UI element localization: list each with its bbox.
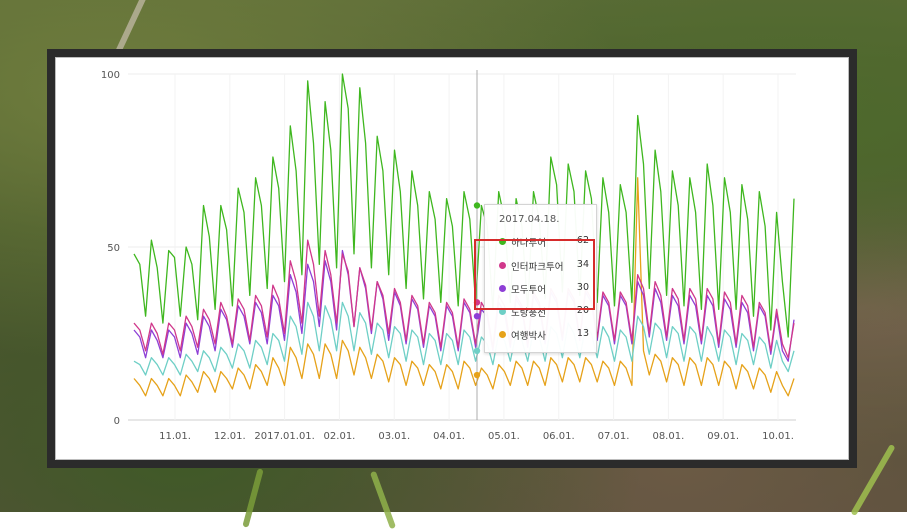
x-tick-label: 07.01.: [598, 431, 630, 442]
series-lines: [133, 73, 795, 397]
series-name: 노랑풍선: [511, 308, 546, 319]
x-tick-label: 05.01.: [488, 431, 520, 442]
tooltip-row: 여행박사 13: [499, 328, 589, 342]
y-axis: 0 50 100: [101, 70, 120, 427]
y-tick-label: 0: [114, 416, 120, 427]
series-line: [133, 301, 795, 376]
series-line: [133, 177, 795, 397]
series-value: 30: [576, 282, 589, 293]
series-name: 인터파크투어: [511, 262, 564, 273]
tooltip-row: 모두투어 30: [499, 282, 589, 296]
x-tick-label: 06.01.: [543, 431, 575, 442]
x-tick-label: 03.01.: [378, 431, 410, 442]
line-chart: 0 50 100 11.01. 12.01. 2017.01.01. 02.01. 03.0…: [101, 70, 796, 442]
x-tick-label: 2017.01.01.: [254, 431, 314, 442]
x-tick-label: 04.01.: [433, 431, 465, 442]
series-name: 여행박사: [511, 331, 546, 342]
chart-panel: 0 50 100 11.01. 12.01. 2017.01.01. 02.01. 03.0…: [55, 57, 849, 460]
series-line: [133, 73, 795, 338]
hover-dot: [473, 313, 481, 320]
y-tick-label: 50: [107, 243, 120, 254]
x-axis: 11.01. 12.01. 2017.01.01. 02.01. 03.01. 04.01…: [159, 431, 794, 442]
x-tick-label: 10.01.: [762, 431, 794, 442]
x-tick-label: 11.01.: [159, 431, 191, 442]
red-highlight-box: [474, 239, 595, 310]
x-tick-label: 12.01.: [214, 431, 246, 442]
chart-frame: 0 50 100 11.01. 12.01. 2017.01.01. 02.01. 03.0…: [47, 49, 857, 468]
legend-dot: [499, 238, 506, 245]
legend-dot: [499, 285, 506, 292]
legend-dot: [499, 262, 506, 269]
hover-dot: [473, 347, 481, 354]
hover-dot: [473, 371, 481, 379]
series-name: 하나투어: [511, 238, 546, 249]
y-tick-label: 100: [101, 70, 120, 81]
series-value: 13: [576, 328, 589, 339]
series-value: 34: [576, 259, 589, 270]
tooltip-date: 2017.04.18.: [499, 214, 560, 225]
legend-dot: [499, 331, 506, 338]
x-tick-label: 02.01.: [324, 431, 356, 442]
series-line: [133, 239, 795, 359]
x-tick-label: 09.01.: [707, 431, 739, 442]
tooltip-row: 노랑풍선 20: [499, 305, 589, 319]
legend-dot: [499, 308, 506, 315]
tooltip-row: 인터파크투어 34: [499, 259, 589, 273]
series-name: 모두투어: [511, 285, 546, 296]
x-tick-label: 08.01.: [652, 431, 684, 442]
series-value: 20: [576, 305, 589, 316]
hover-dot: [473, 202, 481, 209]
